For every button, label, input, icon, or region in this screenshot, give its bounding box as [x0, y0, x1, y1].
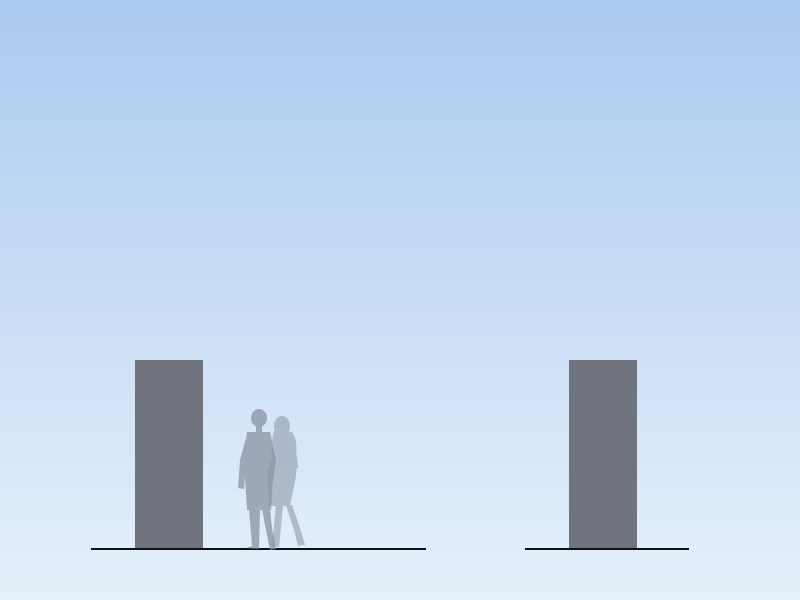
person-woman-silhouette — [267, 416, 305, 547]
left-block — [135, 360, 203, 549]
right-block — [569, 360, 637, 549]
person-man-silhouette — [238, 409, 276, 550]
